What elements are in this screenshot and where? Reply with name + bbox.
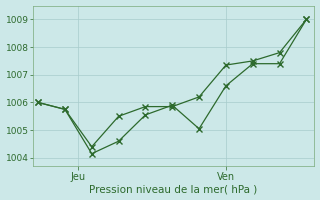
X-axis label: Pression niveau de la mer( hPa ): Pression niveau de la mer( hPa ) — [90, 184, 258, 194]
